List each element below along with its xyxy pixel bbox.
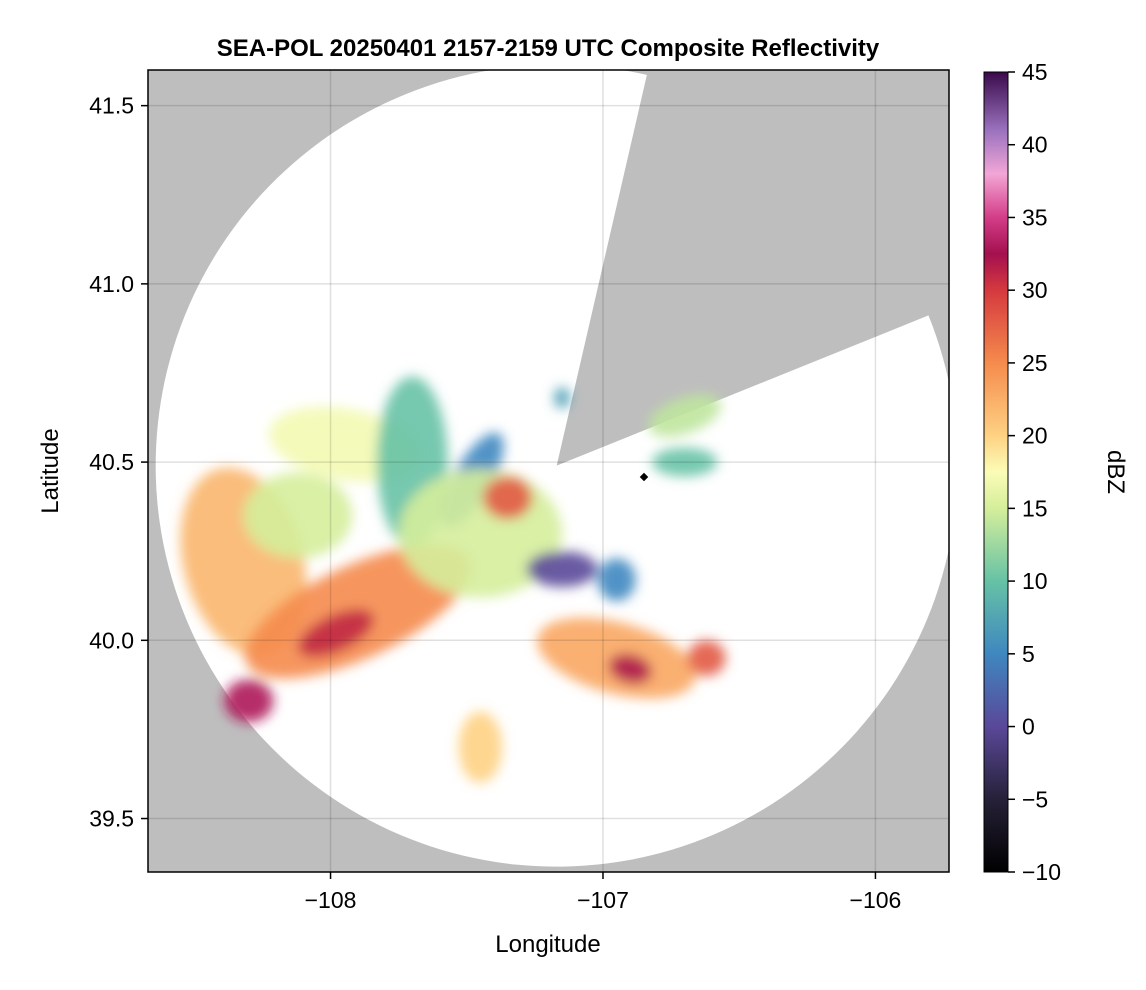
colorbar-tick-label: 30 bbox=[1022, 277, 1048, 303]
x-tick-label: −107 bbox=[577, 887, 629, 913]
colorbar-tick-label: 25 bbox=[1022, 350, 1048, 376]
y-tick-label: 40.5 bbox=[89, 449, 134, 475]
colorbar-tick-label: 15 bbox=[1022, 495, 1048, 521]
colorbar-tick-label: 10 bbox=[1022, 568, 1048, 594]
x-tick-label: −106 bbox=[850, 887, 902, 913]
echo-central-purple bbox=[526, 551, 598, 587]
echo-southeast-core bbox=[608, 653, 652, 684]
colorbar-tick-label: 45 bbox=[1022, 59, 1048, 85]
echo-western-core bbox=[298, 609, 374, 657]
colorbar-tick-label: 20 bbox=[1022, 423, 1048, 449]
y-tick-label: 40.0 bbox=[89, 627, 134, 653]
colorbar-label: dBZ bbox=[1102, 450, 1129, 494]
colorbar-tick-label: 5 bbox=[1022, 641, 1035, 667]
echo-east-cell bbox=[687, 640, 726, 676]
plot-area bbox=[147, 69, 950, 873]
y-axis-label: Latitude bbox=[37, 428, 64, 513]
x-tick-label: −108 bbox=[305, 887, 357, 913]
colorbar-ticks: −10 −5 0 5 10 15 20 25 30 35 40 45 bbox=[983, 59, 1061, 885]
y-axis: 39.5 40.0 40.5 41.0 41.5 bbox=[89, 93, 148, 832]
y-tick-label: 41.0 bbox=[89, 271, 134, 297]
echo-central-red bbox=[483, 476, 533, 520]
colorbar-tick-label: 40 bbox=[1022, 132, 1048, 158]
echo-northeast-band bbox=[648, 394, 722, 437]
grid-lines bbox=[148, 70, 949, 872]
x-axis-label: Longitude bbox=[495, 931, 600, 958]
colorbar: −10 −5 0 5 10 15 20 25 30 35 40 45 dBZ bbox=[983, 59, 1129, 885]
colorbar-frame bbox=[983, 71, 1009, 873]
colorbar-tick-label: −5 bbox=[1022, 786, 1048, 812]
colorbar-tick-label: 35 bbox=[1022, 204, 1048, 230]
echo-central-blue-east bbox=[597, 558, 636, 602]
x-axis: −108 −107 −106 bbox=[305, 872, 902, 913]
y-tick-label: 39.5 bbox=[89, 806, 134, 832]
colorbar-tick-label: −10 bbox=[1022, 859, 1061, 885]
echo-south-scatter bbox=[458, 711, 503, 783]
plot-frame bbox=[147, 69, 950, 873]
radar-site-marker bbox=[639, 472, 649, 482]
chart-title: SEA-POL 20250401 2157-2159 UTC Composite… bbox=[217, 35, 880, 62]
reflectivity-echoes bbox=[180, 376, 726, 783]
echo-light-west bbox=[243, 472, 353, 559]
colorbar-tick-label: 0 bbox=[1022, 714, 1035, 740]
echo-north-blue-cell bbox=[553, 387, 571, 409]
radar-coverage-area bbox=[155, 70, 949, 867]
echo-far-west-cells bbox=[224, 679, 274, 723]
y-tick-label: 41.5 bbox=[89, 93, 134, 119]
colorbar-scale bbox=[984, 72, 1008, 872]
echo-northeast-green bbox=[652, 447, 718, 477]
